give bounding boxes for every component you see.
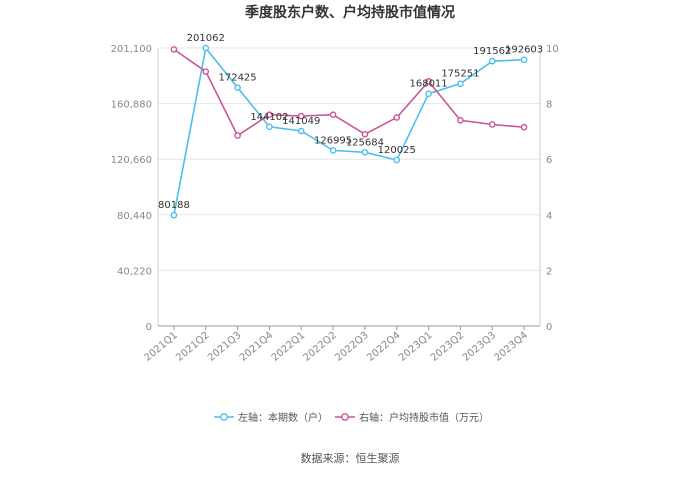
series-point-2 [234, 132, 241, 139]
left-tick-label: 201,100 [111, 44, 152, 55]
series-point-2 [202, 68, 210, 75]
x-tick-label: 2023Q3 [461, 330, 498, 364]
series-point-1 [425, 90, 432, 98]
series-point-2 [266, 111, 273, 119]
left-axis: 0 40,220 80,440 120,660 160,880 201,100 [111, 44, 152, 333]
right-axis: 0 2 4 6 8 10 [546, 44, 559, 333]
left-tick-label: 120,660 [111, 155, 152, 166]
series-point-1 [329, 147, 337, 154]
data-label: 201062 [187, 33, 225, 44]
x-tick-label: 2023Q1 [397, 330, 434, 364]
series-point-2 [393, 114, 401, 121]
x-tick-label: 2021Q1 [142, 330, 179, 364]
data-label: 126995 [314, 135, 352, 146]
right-tick-label: 2 [546, 266, 552, 277]
series-point-2 [329, 111, 337, 119]
chart-title: 季度股东户数、户均持股市值情况 [244, 4, 455, 21]
data-label: 192603 [505, 45, 543, 56]
series-point-1 [202, 44, 210, 52]
legend-marker-2[interactable] [341, 413, 349, 421]
right-tick-label: 8 [546, 100, 552, 111]
x-tick-label: 2022Q1 [270, 330, 307, 364]
series-point-1 [297, 127, 305, 135]
right-tick-label: 6 [546, 155, 552, 166]
x-tick-label: 2022Q2 [302, 330, 339, 364]
series-point-2 [488, 121, 496, 128]
series-point-2 [297, 112, 305, 120]
series-point-2 [170, 46, 178, 53]
series-line-1 [173, 46, 525, 216]
right-tick-label: 4 [546, 211, 552, 222]
data-label: 168011 [409, 79, 447, 90]
x-tick-label: 2022Q4 [365, 330, 402, 364]
series-point-1 [457, 80, 464, 88]
series-point-1 [361, 148, 369, 156]
series-group [170, 44, 528, 219]
data-label: 141049 [282, 116, 320, 127]
data-label: 120025 [378, 145, 416, 156]
x-tick-label: 2021Q3 [206, 330, 243, 364]
left-tick-label: 0 [146, 322, 152, 333]
left-tick-label: 160,880 [111, 100, 152, 111]
left-tick-label: 80,440 [117, 211, 152, 222]
series-line-2 [173, 48, 525, 137]
data-label: 125684 [346, 137, 384, 148]
x-tick-label: 2021Q2 [174, 330, 211, 364]
series-point-1 [520, 56, 528, 64]
legend[interactable]: 左轴：本期数（户） 右轴：户均持股市值（万元） [214, 411, 489, 424]
x-tick-label: 2023Q2 [429, 330, 466, 364]
data-label: 191562 [473, 46, 511, 57]
series-point-2 [425, 78, 432, 85]
series-point-2 [361, 130, 369, 138]
series-point-1 [266, 123, 273, 131]
left-tick-label: 40,220 [117, 266, 152, 277]
x-tick-label: 2022Q3 [333, 330, 370, 364]
right-tick-label: 10 [546, 44, 559, 55]
series-point-1 [234, 84, 241, 91]
series-point-1 [393, 156, 401, 164]
series-point-1 [170, 211, 178, 219]
data-label: 172425 [218, 73, 256, 84]
series-point-1 [488, 57, 496, 65]
source-note: 数据来源：恒生聚源 [301, 451, 400, 465]
series-point-2 [457, 116, 464, 124]
legend-label-2[interactable]: 右轴：户均持股市值（万元） [359, 411, 489, 424]
data-label: 175251 [441, 69, 479, 80]
legend-marker-1[interactable] [220, 413, 228, 421]
x-tick-label: 2021Q4 [238, 330, 275, 364]
series-point-2 [520, 123, 528, 131]
legend-label-1[interactable]: 左轴：本期数（户） [238, 411, 328, 424]
x-axis: 2021Q12021Q22021Q32021Q42022Q12022Q22022… [142, 326, 530, 364]
x-tick-label: 2023Q4 [493, 330, 530, 364]
data-label: 144102 [250, 112, 288, 123]
data-label: 80188 [158, 200, 190, 211]
right-tick-label: 0 [546, 322, 552, 333]
